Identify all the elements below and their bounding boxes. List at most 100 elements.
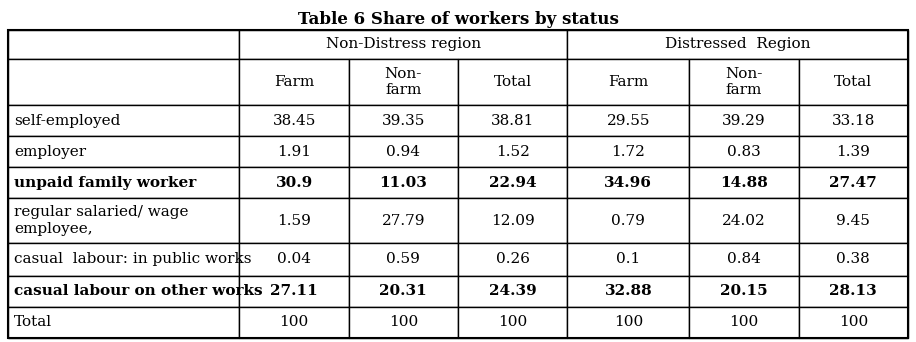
Text: 30.9: 30.9 [276, 176, 312, 190]
Bar [458, 59, 567, 105]
Bar [458, 105, 567, 136]
Text: 0.79: 0.79 [611, 213, 645, 227]
Text: 0.38: 0.38 [836, 252, 870, 266]
Text: unpaid family worker: unpaid family worker [14, 176, 196, 190]
Bar [567, 136, 690, 167]
Text: 1.52: 1.52 [496, 145, 529, 159]
Bar [349, 276, 458, 307]
Text: 14.88: 14.88 [720, 176, 768, 190]
Bar [799, 59, 908, 105]
Text: 0.1: 0.1 [616, 252, 640, 266]
Bar [349, 136, 458, 167]
Text: 34.96: 34.96 [605, 176, 652, 190]
Text: Non-
farm: Non- farm [385, 67, 422, 97]
Bar [239, 30, 567, 59]
Bar [567, 167, 690, 198]
Bar [567, 243, 690, 276]
Text: Total: Total [494, 75, 531, 89]
Bar [690, 243, 799, 276]
Bar [690, 59, 799, 105]
Bar [567, 198, 690, 243]
Bar [239, 243, 349, 276]
Bar [239, 307, 349, 338]
Text: 27.79: 27.79 [382, 213, 425, 227]
Text: 0.26: 0.26 [496, 252, 529, 266]
Text: casual  labour: in public works: casual labour: in public works [14, 252, 252, 266]
Bar [690, 307, 799, 338]
Text: 24.39: 24.39 [489, 285, 537, 299]
Text: Distressed  Region: Distressed Region [665, 37, 811, 51]
Bar [239, 198, 349, 243]
Bar [349, 167, 458, 198]
Bar [567, 307, 690, 338]
Text: 28.13: 28.13 [830, 285, 878, 299]
Text: 1.72: 1.72 [611, 145, 645, 159]
Text: 100: 100 [498, 315, 528, 329]
Bar [458, 198, 567, 243]
Text: 27.47: 27.47 [830, 176, 878, 190]
Bar [8, 276, 239, 307]
Text: 24.02: 24.02 [722, 213, 766, 227]
Text: 27.11: 27.11 [270, 285, 318, 299]
Bar [458, 243, 567, 276]
Bar [349, 105, 458, 136]
Bar [799, 105, 908, 136]
Bar [239, 276, 349, 307]
Text: casual labour on other works: casual labour on other works [14, 285, 263, 299]
Bar [690, 167, 799, 198]
Bar [690, 136, 799, 167]
Text: 100: 100 [614, 315, 643, 329]
Text: 100: 100 [388, 315, 418, 329]
Bar [799, 276, 908, 307]
Bar [8, 136, 239, 167]
Text: 20.15: 20.15 [720, 285, 768, 299]
Text: Non-
farm: Non- farm [725, 67, 763, 97]
Text: Farm: Farm [608, 75, 649, 89]
Text: 29.55: 29.55 [606, 114, 650, 128]
Bar [8, 59, 239, 105]
Text: employer: employer [14, 145, 86, 159]
Text: 1.39: 1.39 [836, 145, 870, 159]
Text: 100: 100 [729, 315, 758, 329]
Text: Total: Total [834, 75, 872, 89]
Text: 11.03: 11.03 [379, 176, 427, 190]
Bar [239, 136, 349, 167]
Text: regular salaried/ wage
employee,: regular salaried/ wage employee, [14, 206, 189, 236]
Bar [567, 59, 690, 105]
Bar [567, 276, 690, 307]
Bar [567, 105, 690, 136]
Bar [349, 307, 458, 338]
Text: 1.91: 1.91 [277, 145, 311, 159]
Text: 9.45: 9.45 [836, 213, 870, 227]
Text: 38.81: 38.81 [491, 114, 534, 128]
Text: 0.84: 0.84 [727, 252, 761, 266]
Text: 100: 100 [279, 315, 309, 329]
Bar [349, 198, 458, 243]
Bar [8, 167, 239, 198]
Bar [690, 198, 799, 243]
Text: 20.31: 20.31 [379, 285, 427, 299]
Bar [349, 59, 458, 105]
Bar [799, 307, 908, 338]
Text: 0.94: 0.94 [387, 145, 420, 159]
Text: 39.29: 39.29 [722, 114, 766, 128]
Bar [239, 167, 349, 198]
Bar [8, 307, 239, 338]
Bar [799, 243, 908, 276]
Text: Table 6 Share of workers by status: Table 6 Share of workers by status [298, 11, 618, 27]
Text: 100: 100 [839, 315, 868, 329]
Bar [8, 105, 239, 136]
Text: 38.45: 38.45 [272, 114, 316, 128]
Bar [799, 198, 908, 243]
Text: self-employed: self-employed [14, 114, 120, 128]
Bar [239, 105, 349, 136]
Text: 12.09: 12.09 [491, 213, 535, 227]
Text: Total: Total [14, 315, 52, 329]
Bar [690, 105, 799, 136]
Bar [458, 276, 567, 307]
Text: 22.94: 22.94 [489, 176, 537, 190]
Text: 0.04: 0.04 [277, 252, 311, 266]
Bar [799, 136, 908, 167]
Text: 0.59: 0.59 [387, 252, 420, 266]
Text: 32.88: 32.88 [605, 285, 652, 299]
